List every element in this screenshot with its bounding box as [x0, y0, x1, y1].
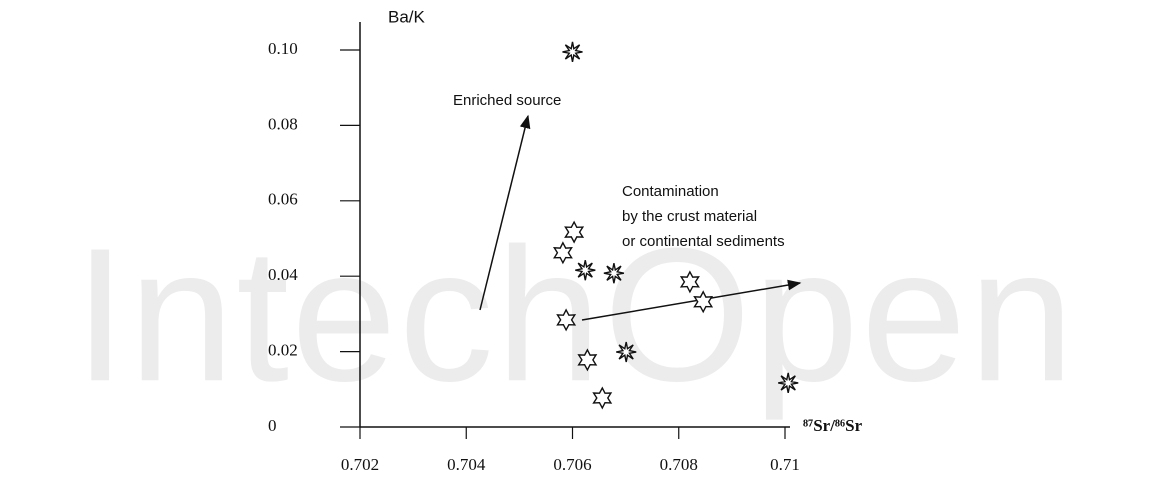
y-tick-label: 0.10 — [268, 39, 298, 58]
annotation: or continental sediments — [622, 233, 785, 250]
y-tick-label: 0.04 — [268, 265, 298, 284]
y-tick-label: 0.08 — [268, 114, 298, 133]
point — [778, 372, 799, 394]
y-tick-label: 0.06 — [268, 190, 298, 209]
point — [592, 386, 613, 410]
arrow — [479, 114, 531, 311]
annotation: by the crust material — [622, 208, 757, 225]
annotation: Contamination — [622, 183, 719, 200]
x-tick-label: 0.702 — [341, 455, 379, 474]
x-tick-label: 0.706 — [553, 455, 591, 474]
annotation: Enriched source — [453, 92, 561, 109]
point — [553, 241, 573, 265]
point — [616, 341, 637, 363]
point — [679, 270, 700, 294]
y-tick-label: 0 — [268, 416, 277, 435]
y-tick-label: 0.02 — [268, 341, 298, 360]
x-axis-label: ⁸⁷Sr/⁸⁶Sr — [803, 416, 863, 435]
x-tick-label: 0.708 — [660, 455, 698, 474]
x-tick-label: 0.71 — [770, 455, 800, 474]
point — [577, 348, 598, 372]
y-axis-label: Ba/K — [388, 7, 426, 26]
x-tick-label: 0.704 — [447, 455, 486, 474]
point — [564, 220, 585, 244]
point — [575, 260, 596, 281]
point — [693, 290, 714, 314]
point — [556, 308, 577, 332]
arrow — [581, 279, 802, 321]
point — [562, 41, 583, 63]
point — [603, 263, 625, 284]
